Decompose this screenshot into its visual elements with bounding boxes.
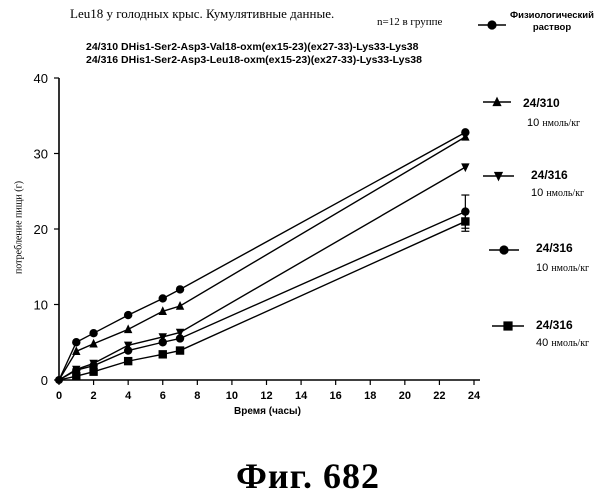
series-line <box>59 167 465 380</box>
legend-label-saline-line-2: раствор <box>510 22 594 34</box>
series-line <box>59 132 465 380</box>
legend-dose-value: 40 <box>536 337 548 349</box>
x-tick-label: 14 <box>295 390 308 402</box>
legend-dose-series-5: 40 нмоль/кг <box>536 337 589 349</box>
data-point <box>159 294 167 302</box>
x-tick-label: 0 <box>56 390 62 402</box>
data-point <box>176 346 184 354</box>
legend-sample-2 <box>483 97 511 107</box>
x-tick-label: 10 <box>226 390 238 402</box>
x-tick-label: 20 <box>399 390 411 402</box>
legend-sample-3 <box>483 172 514 182</box>
data-point <box>124 357 132 365</box>
legend-dose-unit: нмоль/кг <box>551 338 589 349</box>
legend-label-series-4: 24/316 <box>536 241 573 255</box>
legend-dose-value: 10 <box>531 187 543 199</box>
y-axis-label: потребление пищи (г) <box>14 163 25 293</box>
data-point <box>461 217 469 225</box>
data-point <box>176 334 184 342</box>
data-point <box>124 311 132 319</box>
legend-dose-series-4: 10 нмоль/кг <box>536 262 589 274</box>
legend-marker <box>503 321 512 330</box>
legend-label-series-3: 24/316 <box>531 168 568 182</box>
data-point <box>72 372 80 380</box>
legend-sample-4 <box>489 245 519 254</box>
legend-dose-value: 10 <box>536 262 548 274</box>
data-point <box>72 338 80 346</box>
series-line <box>59 221 465 380</box>
series-layer <box>55 128 470 384</box>
legend-marker <box>499 245 508 254</box>
data-point <box>89 367 97 375</box>
data-point <box>124 324 132 333</box>
series-1 <box>59 128 470 380</box>
data-point <box>176 285 184 293</box>
series-3 <box>59 163 470 380</box>
series-line <box>59 212 465 380</box>
data-point <box>461 163 469 172</box>
x-tick-label: 6 <box>160 390 166 402</box>
legend-sample-5 <box>492 321 524 330</box>
x-axis-label: Время (часы) <box>234 406 301 417</box>
legend-label-series-5: 24/316 <box>536 318 573 332</box>
y-tick-label: 10 <box>34 298 48 313</box>
x-tick-label: 22 <box>433 390 445 402</box>
data-point <box>124 346 132 354</box>
x-tick-label: 4 <box>125 390 132 402</box>
x-tick-label: 8 <box>194 390 200 402</box>
legend-sample-1 <box>478 20 506 29</box>
legend-marker <box>487 20 496 29</box>
data-point <box>159 350 167 358</box>
legend-dose-series-3: 10 нмоль/кг <box>531 187 584 199</box>
series-4 <box>59 195 470 380</box>
chart-axes: 024681012141618202224010203040 <box>34 71 481 402</box>
x-tick-label: 12 <box>260 390 272 402</box>
legend-label-series-2: 24/310 <box>523 96 560 110</box>
legend-dose-unit: нмоль/кг <box>551 263 589 274</box>
data-point <box>176 301 184 310</box>
y-tick-label: 20 <box>34 222 48 237</box>
series-2 <box>59 132 470 380</box>
legend-label-saline-line-1: Физиологический <box>510 10 594 22</box>
series-line <box>59 137 465 380</box>
y-tick-label: 0 <box>41 373 48 388</box>
legend-markers <box>478 20 524 330</box>
origin-point <box>55 376 63 384</box>
y-tick-label: 30 <box>34 147 48 162</box>
data-point <box>89 329 97 337</box>
legend-dose-unit: нмоль/кг <box>546 188 584 199</box>
legend-label-saline: Физиологический раствор <box>510 10 594 34</box>
legend-dose-value: 10 <box>527 117 539 129</box>
x-tick-label: 24 <box>468 390 481 402</box>
legend-dose-series-2: 10 нмоль/кг <box>527 117 580 129</box>
data-point <box>159 338 167 346</box>
x-tick-label: 2 <box>91 390 97 402</box>
legend-dose-unit: нмоль/кг <box>542 118 580 129</box>
y-tick-label: 40 <box>34 71 48 86</box>
x-tick-label: 18 <box>364 390 376 402</box>
figure-caption: Фиг. 682 <box>236 455 380 497</box>
x-tick-label: 16 <box>330 390 342 402</box>
